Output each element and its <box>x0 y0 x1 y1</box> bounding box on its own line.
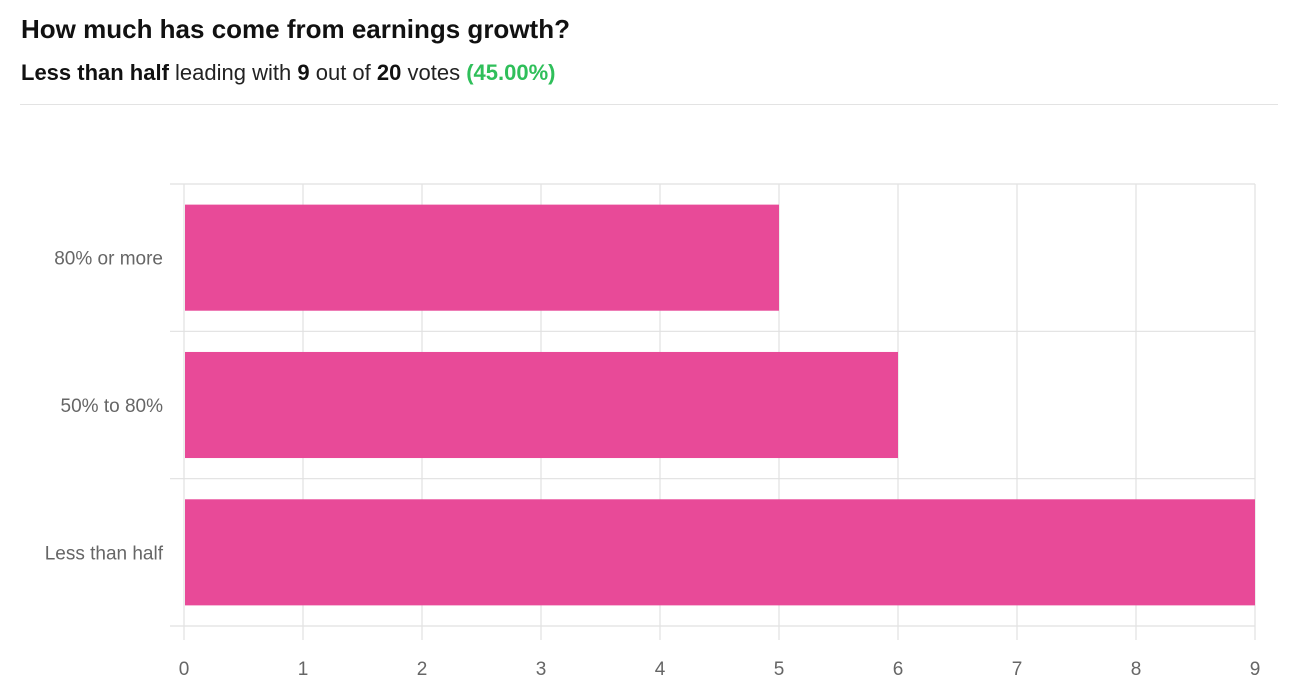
x-tick-label: 0 <box>179 659 190 680</box>
header-divider <box>20 104 1278 105</box>
x-tick-label: 7 <box>1012 659 1023 680</box>
x-tick-label: 5 <box>774 659 785 680</box>
x-tick-label: 6 <box>893 659 904 680</box>
total-votes: 20 <box>376 60 402 85</box>
bar <box>185 204 779 311</box>
x-tick-label: 1 <box>298 659 309 680</box>
out-of-text: out of <box>315 60 371 85</box>
x-tick-label: 3 <box>536 659 547 680</box>
x-tick-label: 4 <box>655 659 666 680</box>
x-tick-label: 9 <box>1250 659 1261 680</box>
x-tick-label: 8 <box>1131 659 1142 680</box>
poll-summary: Less than half leading with 9 out of 20 … <box>21 60 556 86</box>
votes-text: votes <box>407 60 461 85</box>
leader-option: Less than half <box>21 60 169 85</box>
bar <box>185 351 898 459</box>
bar-layer <box>185 204 1255 606</box>
poll-title: How much has come from earnings growth? <box>21 14 570 44</box>
bar <box>185 499 1255 606</box>
label-layer: 0 1 2 3 4 5 6 7 8 9 80% or more 50% to 80% Less than… <box>45 249 1261 680</box>
x-tick-label: 2 <box>417 659 428 680</box>
leader-votes: 9 <box>297 60 310 85</box>
category-label: Less than half <box>45 543 164 564</box>
leader-percent: (45.00%) <box>466 60 556 85</box>
leading-text: leading with <box>175 60 292 85</box>
category-label: 80% or more <box>54 249 163 270</box>
category-label: 50% to 80% <box>61 396 164 417</box>
